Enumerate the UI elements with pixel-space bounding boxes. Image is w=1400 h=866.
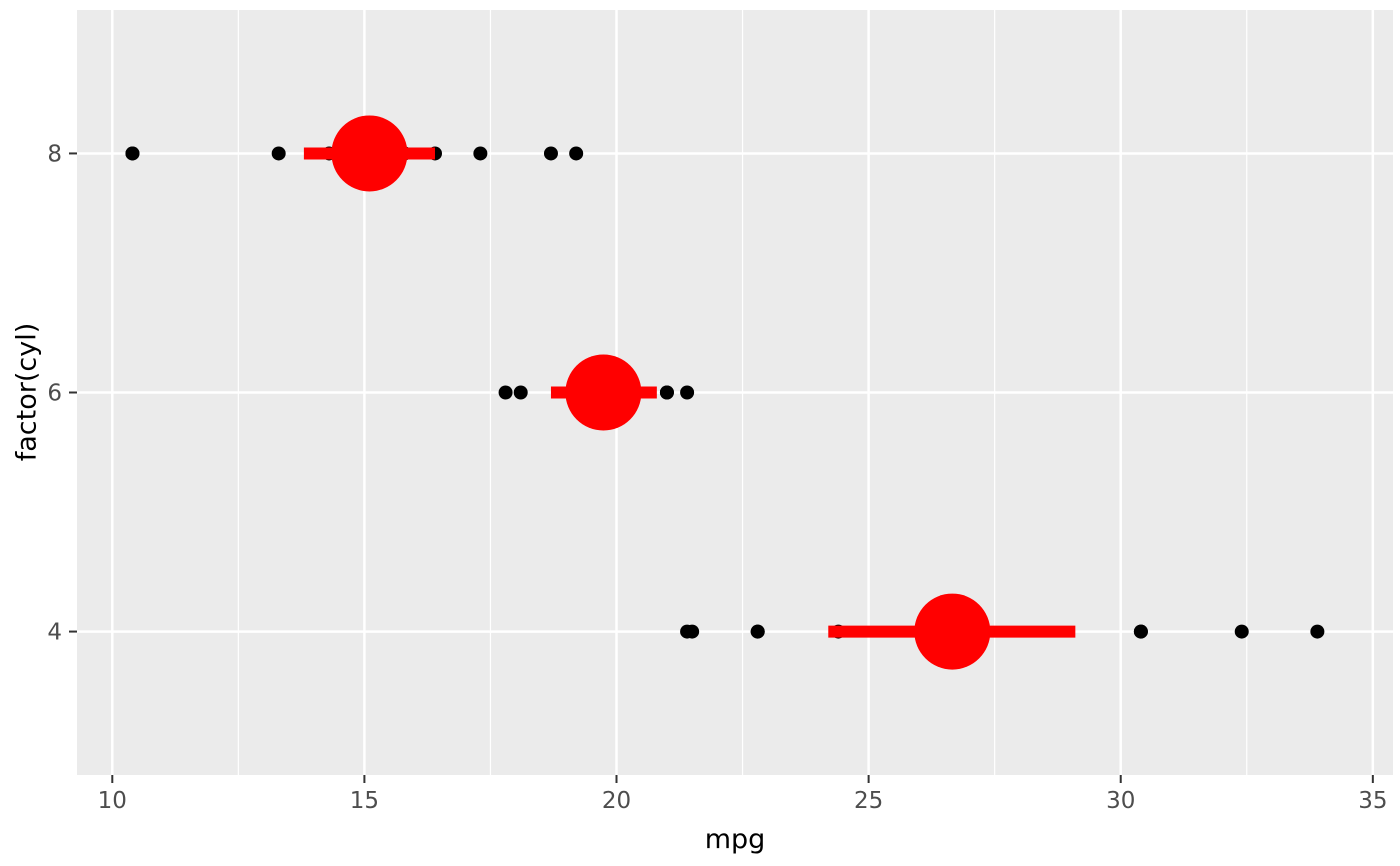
- data-point: [659, 385, 674, 400]
- y-tick-label: 8: [47, 141, 62, 167]
- x-tick-label: 20: [602, 788, 631, 814]
- y-tick-label: 4: [47, 620, 62, 646]
- x-tick-label: 25: [854, 788, 883, 814]
- x-axis-title: mpg: [704, 824, 766, 855]
- data-point: [1133, 624, 1148, 639]
- data-point: [271, 146, 286, 161]
- x-tick-label: 30: [1106, 788, 1135, 814]
- data-point: [543, 146, 558, 161]
- mean-point: [331, 115, 408, 192]
- data-point: [1310, 624, 1325, 639]
- mean-point: [565, 354, 642, 431]
- data-point: [498, 385, 513, 400]
- y-axis-title: factor(cyl): [11, 322, 43, 462]
- data-point: [569, 146, 584, 161]
- data-point: [680, 385, 695, 400]
- data-point: [125, 146, 140, 161]
- data-point: [1234, 624, 1249, 639]
- x-tick-label: 35: [1358, 788, 1387, 814]
- data-point: [685, 624, 700, 639]
- x-tick-label: 10: [98, 788, 127, 814]
- data-point: [473, 146, 488, 161]
- mean-point: [914, 593, 991, 670]
- y-tick-label: 6: [47, 381, 62, 407]
- data-point: [513, 385, 528, 400]
- data-point: [750, 624, 765, 639]
- x-tick-label: 15: [350, 788, 379, 814]
